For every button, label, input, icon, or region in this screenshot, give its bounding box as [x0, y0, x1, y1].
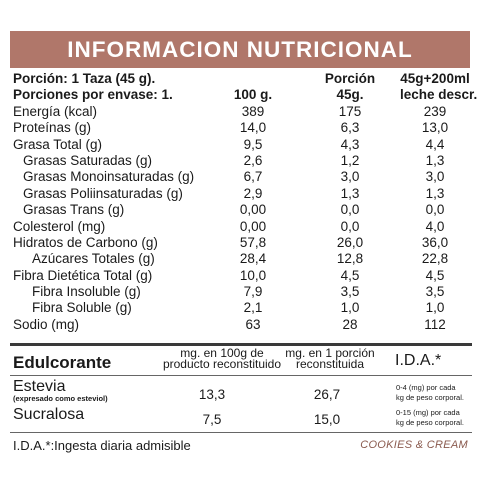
header-row-1: Porción: 1 Taza (45 g). Porción 45g+200m…: [10, 71, 472, 87]
sweetener-value-portion: 26,7: [313, 387, 341, 402]
sweetener-value-portion: 15,0: [313, 412, 341, 427]
serving-label: Porción: 1 Taza (45 g).: [13, 71, 156, 86]
divider: [10, 343, 472, 346]
col-milk-bottom: leche descr.: [400, 87, 478, 103]
table-row: Azúcares Totales (g) 28,4 12,8 22,8: [32, 251, 449, 267]
col-100g: 100 g.: [233, 87, 273, 103]
divider: [10, 375, 472, 376]
title-banner: INFORMACION NUTRICIONAL: [10, 31, 470, 68]
table-row: Hidratos de Carbono (g) 57,8 26,0 36,0: [13, 234, 449, 250]
table-row: Grasas Poliinsaturadas (g) 2,9 1,3 1,3: [23, 185, 445, 201]
sweetener-ida: 0-4 (mg) por cada kg de peso corporal.: [396, 383, 464, 402]
col-portion-top: Porción: [324, 71, 376, 86]
page-title: INFORMACION NUTRICIONAL: [67, 36, 413, 62]
sweetener-col-ida-header: I.D.A.*: [395, 352, 442, 369]
flavor-label: COOKIES & CREAM: [360, 439, 468, 451]
header-row-2: Porciones por envase: 1. 100 g. 45g. lec…: [10, 87, 478, 103]
table-row: Grasas Monoinsaturadas (g) 6,7 3,0 3,0: [23, 169, 445, 185]
sweetener-name: Estevia: [13, 378, 66, 395]
table-row: Sodio (mg) 63 28 112: [13, 316, 446, 332]
table-row: Fibra Insoluble (g) 7,9 3,5 3,5: [32, 284, 445, 300]
table-row: Grasas Trans (g) 0,00 0,0 0,0: [23, 202, 445, 218]
sweetener-col-100g-header: mg. en 100g de producto reconstituido: [162, 346, 282, 371]
sweetener-value-100g: 7,5: [202, 412, 222, 427]
table-row: Grasas Saturadas (g) 2,6 1,2 1,3: [23, 152, 445, 168]
sweetener-value-100g: 13,3: [198, 387, 226, 402]
sweetener-note: (expresado como esteviol): [13, 394, 108, 403]
divider: [10, 432, 472, 433]
table-row: Energía (kcal) 389 175 239: [13, 103, 447, 119]
table-row: Fibra Dietética Total (g) 10,0 4,5 4,5: [13, 267, 445, 283]
footnote: I.D.A.*:Ingesta diaria admisible: [13, 438, 191, 453]
sweetener-name: Sucralosa: [13, 406, 85, 423]
table-row: Fibra Soluble (g) 2,1 1,0 1,0: [32, 300, 445, 316]
col-milk-top: 45g+200ml: [400, 71, 470, 86]
sweetener-ida: 0-15 (mg) por cada kg de peso corporal.: [396, 408, 464, 427]
col-portion-bottom: 45g.: [336, 87, 364, 103]
servings-label: Porciones por envase: 1.: [13, 87, 173, 103]
table-row: Proteínas (g) 14,0 6,3 13,0: [13, 120, 449, 136]
sweetener-heading: Edulcorante: [13, 353, 112, 372]
table-row: Colesterol (mg) 0,00 0,0 4,0: [13, 218, 445, 234]
nutrition-table: Porción: 1 Taza (45 g). Porción 45g+200m…: [10, 71, 478, 333]
sweetener-col-portion-header: mg. en 1 porción reconstituida: [285, 346, 375, 371]
table-row: Grasa Total (g) 9,5 4,3 4,4: [13, 136, 445, 152]
